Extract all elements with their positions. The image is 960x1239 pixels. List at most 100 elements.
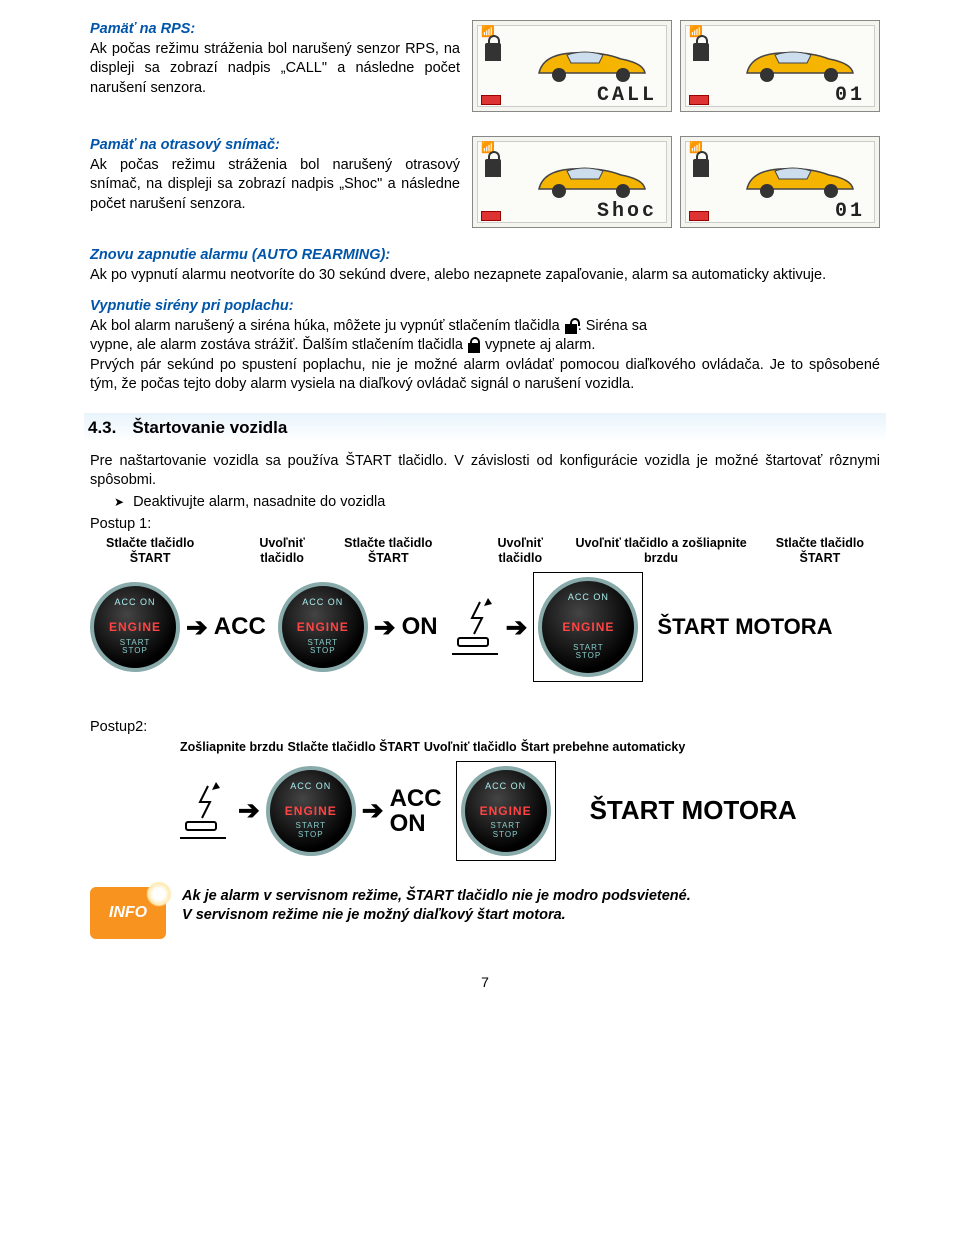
section-4-3-header: 4.3. Štartovanie vozidla [84,413,886,442]
arrow-right-icon: ➔ [186,610,208,645]
display-text-shoc: Shoc [597,198,657,225]
postup2-header-row: Zošliapnite brzdu Stlačte tlačidlo ŠTART… [180,740,880,755]
sb-top: ACC ON [568,591,609,603]
start-button-boxed: ACC ON ENGINE START STOP [456,761,556,861]
lock-icon [485,159,501,177]
siren-text-1a: Ak bol alarm narušený a siréna húka, môž… [90,318,564,334]
p1-col5: Stlačte tlačidlo ŠTART [760,536,880,566]
shock-displays: 📶 Shoc 📶 01 [472,136,880,228]
display-text-call: CALL [597,82,657,109]
car-icon [531,155,651,200]
postup2-label: Postup2: [90,718,880,738]
car-icon [739,39,859,84]
start-button-icon: ACC ON ENGINE START STOP [461,766,551,856]
h43-title: Štartovanie vozidla [132,418,287,437]
p1-col1: Uvoľniť tlačidlo [240,536,324,566]
acc-label: ACC [214,611,266,643]
p2-col1: Stlačte tlačidlo ŠTART [287,740,419,755]
p2-col2: Uvoľniť tlačidlo [424,740,517,755]
start-motora-label-2: ŠTART MOTORA [590,796,797,825]
arrow-right-icon: ➔ [238,793,260,828]
display-shock-shoc: 📶 Shoc [472,136,672,228]
arrow-right-icon: ➔ [362,793,384,828]
start-button-icon: ACC ON ENGINE START STOP [266,766,356,856]
siren-heading: Vypnutie sirény pri poplachu: [90,297,880,317]
h43-bullet: Deaktivujte alarm, nasadnite do vozidla [114,493,880,513]
lock-icon [485,43,501,61]
postup2-icon-row: ➔ ACC ON ENGINE START STOP ➔ ACC ON ACC … [180,761,880,861]
rps-displays: 📶 CALL 📶 01 [472,20,880,112]
siren-section: Vypnutie sirény pri poplachu: Ak bol ala… [90,297,880,395]
brake-pedal-icon [452,596,504,658]
display-rps-call: 📶 CALL [472,20,672,112]
siren-text-1b: . Siréna sa [578,318,647,334]
car-icon [531,39,651,84]
display-text-01: 01 [835,82,865,109]
rearm-body: Ak po vypnutí alarmu neotvoríte do 30 se… [90,266,880,286]
p2-col0: Zošliapnite brzdu [180,740,283,755]
p1-col2: Stlačte tlačidlo ŠTART [328,536,448,566]
start-button-boxed: ACC ON ENGINE START STOP [533,572,643,682]
brake-pedal-icon [180,780,232,842]
siren-text-2b: vypnete aj alarm. [481,337,595,353]
lock-icon [467,337,481,353]
info-section: INFO Ak je alarm v servisnom režime, ŠTA… [90,887,880,939]
info-line1: Ak je alarm v servisnom režime, ŠTART tl… [182,887,691,907]
shock-body: Ak počas režimu stráženia bol narušený o… [90,156,460,215]
sb-top: ACC ON [302,596,343,608]
p1-col3: Uvoľniť tlačidlo [478,536,562,566]
siren-para2: Prvých pár sekúnd po spustení poplachu, … [90,356,880,395]
sb-bot: START STOP [120,639,150,657]
sb-bot: START STOP [296,822,326,840]
start-button-icon: ACC ON ENGINE START STOP [278,582,368,672]
siren-text-2a: vypne, ale alarm zostáva strážiť. Ďalším… [90,337,467,353]
h43-intro: Pre naštartovanie vozidla sa používa ŠTA… [90,452,880,491]
rps-text-block: Pamäť na RPS: Ak počas režimu stráženia … [90,20,460,112]
display-shock-count: 📶 01 [680,136,880,228]
start-button-icon: ACC ON ENGINE START STOP [538,577,638,677]
postup1-icon-row: ACC ON ENGINE START STOP ➔ ACC ACC ON EN… [90,572,880,682]
battery-icon [689,95,709,105]
rps-heading: Pamäť na RPS: [90,20,460,40]
unlock-icon [564,318,578,334]
postup1-header-row: Stlačte tlačidlo ŠTART Uvoľniť tlačidlo … [90,536,880,566]
sb-top: ACC ON [485,780,526,792]
rearm-heading: Znovu zapnutie alarmu (AUTO REARMING): [90,247,390,263]
info-text-block: Ak je alarm v servisnom režime, ŠTART tl… [182,887,691,926]
arrow-right-icon: ➔ [506,610,528,645]
sb-mid: ENGINE [285,803,337,819]
sb-top: ACC ON [290,780,331,792]
car-icon [739,155,859,200]
h43-number: 4.3. [88,418,116,437]
siren-line1: Ak bol alarm narušený a siréna húka, môž… [90,317,880,337]
battery-icon [481,211,501,221]
battery-icon [689,211,709,221]
display-text-01b: 01 [835,198,865,225]
siren-line2: vypne, ale alarm zostáva strážiť. Ďalším… [90,336,880,356]
sb-mid: ENGINE [562,619,614,635]
postup1-label: Postup 1: [90,515,880,535]
info-badge-icon: INFO [90,887,166,939]
display-rps-count: 📶 01 [680,20,880,112]
lock-icon [693,159,709,177]
rps-body: Ak počas režimu stráženia bol narušený s… [90,40,460,99]
sb-top: ACC ON [114,596,155,608]
sb-bot: START STOP [490,822,520,840]
on-label: ON [402,611,438,643]
shock-section: Pamäť na otrasový snímač: Ak počas režim… [90,136,880,228]
shock-text-block: Pamäť na otrasový snímač: Ak počas režim… [90,136,460,228]
p1-col0: Stlačte tlačidlo ŠTART [90,536,210,566]
start-motora-label: ŠTART MOTORA [657,615,832,639]
arrow-right-icon: ➔ [374,610,396,645]
sb-mid: ENGINE [109,619,161,635]
battery-icon [481,95,501,105]
sb-mid: ENGINE [297,619,349,635]
sb-bot: START STOP [308,639,338,657]
p2-col3: Štart prebehne automaticky [521,740,686,755]
shock-heading: Pamäť na otrasový snímač: [90,136,460,156]
lock-icon [693,43,709,61]
rps-section: Pamäť na RPS: Ak počas režimu stráženia … [90,20,880,112]
sb-bot: START STOP [573,644,603,662]
start-button-icon: ACC ON ENGINE START STOP [90,582,180,672]
sb-mid: ENGINE [480,803,532,819]
